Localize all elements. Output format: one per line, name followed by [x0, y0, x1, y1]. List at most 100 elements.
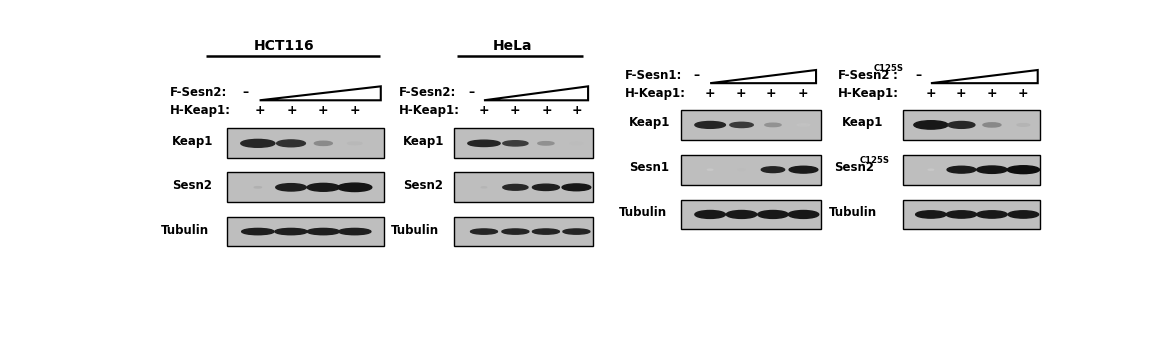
- Text: Sesn2: Sesn2: [171, 179, 212, 193]
- Ellipse shape: [482, 187, 486, 188]
- Text: Keap1: Keap1: [171, 135, 213, 148]
- Text: +: +: [987, 87, 997, 100]
- Ellipse shape: [347, 142, 362, 145]
- Text: +: +: [542, 104, 552, 117]
- Ellipse shape: [338, 228, 371, 235]
- Text: HeLa: HeLa: [493, 39, 533, 53]
- Text: Tubulin: Tubulin: [161, 224, 210, 237]
- Ellipse shape: [695, 210, 725, 219]
- Ellipse shape: [761, 167, 785, 173]
- Text: +: +: [350, 104, 360, 117]
- Text: –: –: [694, 69, 699, 82]
- Text: F-Sesn1:: F-Sesn1:: [625, 69, 682, 82]
- Bar: [681, 110, 821, 140]
- Text: Sesn2: Sesn2: [403, 179, 444, 193]
- Text: Tubulin: Tubulin: [618, 206, 667, 219]
- Text: F-Sesn2:: F-Sesn2:: [398, 86, 456, 99]
- Ellipse shape: [789, 166, 818, 173]
- Text: F-Sesn2: F-Sesn2: [837, 69, 891, 82]
- Bar: [227, 172, 384, 202]
- Ellipse shape: [307, 183, 339, 191]
- Text: +: +: [925, 87, 936, 100]
- Text: +: +: [1018, 87, 1028, 100]
- Text: H-Keap1:: H-Keap1:: [837, 87, 899, 100]
- Ellipse shape: [916, 211, 946, 218]
- Text: +: +: [255, 104, 265, 117]
- Ellipse shape: [789, 210, 819, 219]
- Ellipse shape: [277, 140, 306, 147]
- Ellipse shape: [563, 229, 589, 234]
- Ellipse shape: [708, 169, 713, 170]
- Ellipse shape: [501, 229, 529, 234]
- Ellipse shape: [765, 123, 780, 127]
- Text: Sesn2: Sesn2: [834, 161, 874, 174]
- Text: C125S: C125S: [860, 156, 891, 165]
- Ellipse shape: [307, 228, 339, 235]
- Ellipse shape: [241, 140, 274, 147]
- Ellipse shape: [533, 184, 559, 190]
- Bar: [903, 200, 1040, 229]
- Text: –: –: [915, 69, 922, 82]
- Ellipse shape: [503, 184, 528, 190]
- Ellipse shape: [255, 187, 262, 188]
- Ellipse shape: [797, 124, 809, 126]
- Text: Keap1: Keap1: [630, 116, 670, 129]
- Ellipse shape: [338, 183, 372, 192]
- Text: C125S: C125S: [874, 64, 904, 73]
- Text: +: +: [318, 104, 329, 117]
- Ellipse shape: [976, 166, 1007, 173]
- Text: +: +: [510, 104, 521, 117]
- Text: –: –: [242, 86, 248, 99]
- Ellipse shape: [948, 121, 975, 128]
- Ellipse shape: [570, 142, 582, 145]
- Text: +: +: [572, 104, 582, 117]
- Ellipse shape: [503, 141, 528, 146]
- Ellipse shape: [726, 210, 757, 219]
- Text: :: :: [893, 69, 897, 82]
- Ellipse shape: [738, 169, 745, 170]
- Text: Tubulin: Tubulin: [390, 224, 439, 237]
- Text: H-Keap1:: H-Keap1:: [398, 104, 460, 117]
- Bar: [227, 129, 384, 158]
- Ellipse shape: [976, 211, 1007, 218]
- Ellipse shape: [757, 210, 789, 219]
- Ellipse shape: [1017, 123, 1029, 126]
- Bar: [681, 200, 821, 229]
- Text: Tubulin: Tubulin: [829, 206, 877, 219]
- Ellipse shape: [1009, 211, 1039, 218]
- Bar: [454, 129, 593, 158]
- Bar: [681, 155, 821, 185]
- Ellipse shape: [468, 140, 500, 146]
- Text: HCT116: HCT116: [254, 39, 314, 53]
- Text: H-Keap1:: H-Keap1:: [170, 104, 230, 117]
- Text: –: –: [468, 86, 475, 99]
- Ellipse shape: [730, 122, 753, 128]
- Bar: [903, 110, 1040, 140]
- Ellipse shape: [533, 229, 559, 234]
- Text: F-Sesn2:: F-Sesn2:: [170, 86, 227, 99]
- Text: Sesn1: Sesn1: [630, 161, 669, 174]
- Ellipse shape: [242, 228, 274, 235]
- Text: +: +: [478, 104, 490, 117]
- Text: +: +: [957, 87, 967, 100]
- Text: +: +: [797, 87, 808, 100]
- Ellipse shape: [314, 141, 332, 145]
- Ellipse shape: [274, 228, 307, 235]
- Bar: [454, 217, 593, 247]
- Text: +: +: [765, 87, 777, 100]
- Ellipse shape: [929, 169, 933, 170]
- Text: H-Keap1:: H-Keap1:: [625, 87, 686, 100]
- Ellipse shape: [562, 184, 591, 191]
- Text: +: +: [735, 87, 746, 100]
- Ellipse shape: [695, 121, 725, 128]
- Ellipse shape: [946, 211, 976, 218]
- Text: +: +: [705, 87, 716, 100]
- Ellipse shape: [983, 123, 1001, 127]
- Text: Keap1: Keap1: [403, 135, 445, 148]
- Ellipse shape: [470, 229, 498, 234]
- Ellipse shape: [947, 166, 976, 173]
- Bar: [227, 217, 384, 247]
- Text: Keap1: Keap1: [842, 116, 884, 129]
- Text: +: +: [287, 104, 298, 117]
- Bar: [903, 155, 1040, 185]
